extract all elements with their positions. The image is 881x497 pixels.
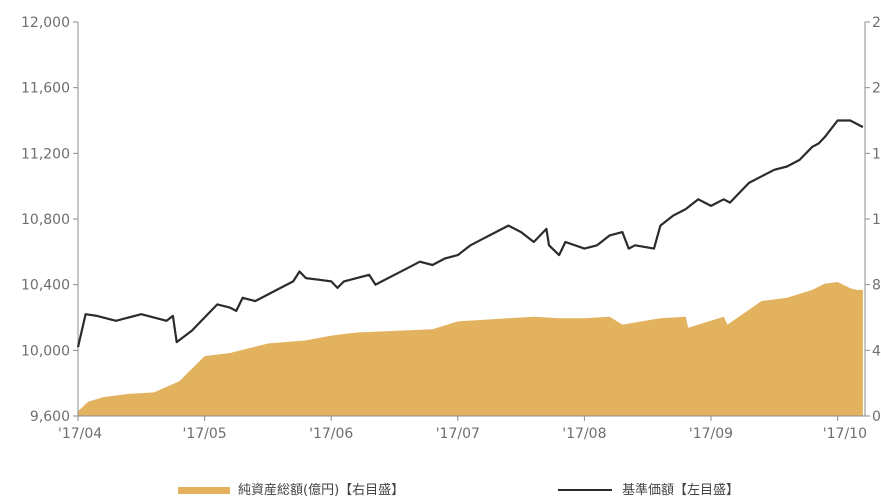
legend: 純資産総額(億円)【右目盛】 基準価額【左目盛】 [178, 482, 739, 497]
right-axis-tick-labels: 0 4 8 1 1 2 2 [872, 15, 881, 425]
legend-swatch-area [178, 487, 230, 494]
left-tick-label: 9,600 [30, 409, 70, 425]
line-series-nav [76, 119, 864, 348]
x-axis-tick-labels: '17/04 '17/05 '17/06 '17/07 '17/08 '17/09 '17/… [58, 426, 867, 442]
right-tick-label: 2 [872, 15, 881, 31]
x-tick-label: '17/04 [58, 426, 102, 442]
line-series-layer [76, 119, 864, 348]
left-tick-label: 11,600 [21, 81, 70, 97]
x-tick-label: '17/06 [309, 426, 353, 442]
x-tick-label: '17/05 [182, 426, 226, 442]
left-tick-label: 10,000 [21, 343, 70, 359]
right-tick-label: 2 [872, 81, 881, 97]
left-tick-label: 11,200 [21, 146, 70, 162]
left-tick-label: 10,400 [21, 278, 70, 294]
right-tick-label: 1 [872, 146, 881, 162]
legend-label-line: 基準価額【左目盛】 [622, 482, 739, 497]
left-axis-tick-labels: 9,600 10,000 10,400 10,800 11,200 11,600 12,00… [21, 15, 70, 425]
legend-label-area: 純資産総額(億円)【右目盛】 [238, 482, 404, 497]
right-tick-label: 0 [872, 409, 881, 425]
x-tick-label: '17/08 [562, 426, 606, 442]
x-tick-label: '17/07 [436, 426, 480, 442]
axes [73, 21, 870, 421]
left-tick-label: 12,000 [21, 15, 70, 31]
x-tick-label: '17/09 [689, 426, 733, 442]
right-tick-label: 8 [872, 278, 881, 294]
left-tick-label: 10,800 [21, 212, 70, 228]
x-tick-label: '17/10 [823, 426, 867, 442]
right-tick-label: 1 [872, 212, 881, 228]
right-tick-label: 4 [872, 343, 881, 359]
area-series-layer [78, 282, 863, 416]
area-series-net-assets [78, 282, 863, 416]
